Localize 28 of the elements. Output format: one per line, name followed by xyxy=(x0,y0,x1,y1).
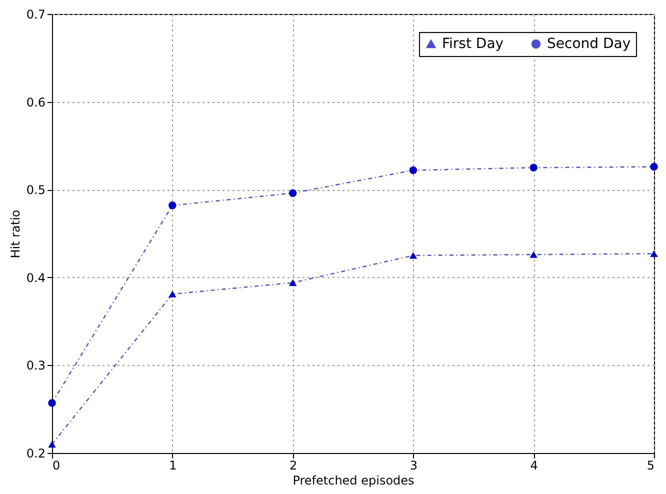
point xyxy=(530,251,538,258)
y-tick-label: 0.4 xyxy=(26,270,46,285)
x-tick-label: 2 xyxy=(289,458,298,472)
y-tick-label: 0.3 xyxy=(26,358,46,373)
point xyxy=(409,166,418,174)
y-axis-title: Hit ratio xyxy=(8,210,22,258)
point xyxy=(168,290,176,298)
point xyxy=(530,164,538,172)
x-tick-label: 0 xyxy=(52,458,60,472)
point xyxy=(288,279,297,286)
x-tick-label: 5 xyxy=(646,458,654,472)
legend-label: First Day xyxy=(442,36,504,52)
x-tick-label: 4 xyxy=(530,458,538,472)
point xyxy=(650,250,658,258)
point xyxy=(409,252,418,259)
legend-label: Second Day xyxy=(547,36,631,52)
point xyxy=(48,399,56,407)
y-tick-label: 0.6 xyxy=(26,95,46,110)
y-tick-label: 0.2 xyxy=(26,446,46,460)
point xyxy=(168,202,176,210)
x-tick-label: 3 xyxy=(410,458,418,472)
y-tick-label: 0.5 xyxy=(26,183,46,198)
x-axis-title: Prefetched episodes xyxy=(292,474,414,488)
point xyxy=(650,162,658,171)
point xyxy=(48,440,56,448)
point xyxy=(288,189,297,197)
x-tick-label: 1 xyxy=(169,458,177,472)
y-tick-label: 0.7 xyxy=(26,8,46,22)
